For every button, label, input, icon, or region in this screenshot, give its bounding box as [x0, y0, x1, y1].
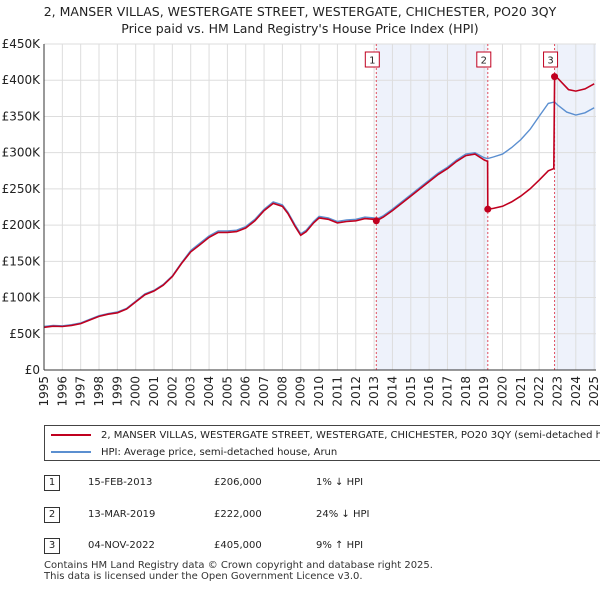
ownership-shade — [376, 44, 488, 370]
x-tick-label: 2013 — [367, 376, 381, 407]
sale-point — [551, 73, 559, 81]
property-series-line — [43, 75, 595, 329]
x-tick-label: 2007 — [257, 376, 271, 407]
x-tick-label: 2018 — [459, 376, 473, 407]
y-tick-label: £400K — [2, 73, 42, 87]
sale-label: 1 — [369, 56, 375, 67]
legend-item-property: 2, MANSER VILLAS, WESTERGATE STREET, WES… — [51, 427, 600, 443]
transaction-number: 1 — [44, 475, 60, 491]
legend-item-hpi: HPI: Average price, semi-detached house,… — [51, 444, 337, 460]
footer-copyright: Contains HM Land Registry data © Crown c… — [44, 560, 433, 571]
x-tick-label: 2010 — [312, 376, 326, 407]
x-tick-label: 2004 — [202, 376, 216, 407]
y-tick-label: £300K — [2, 146, 42, 160]
sale-label: 2 — [481, 56, 487, 67]
transaction-hpi-diff: 9% ↑ HPI — [316, 540, 364, 551]
transaction-number: 2 — [44, 507, 60, 523]
table-row: 3 04-NOV-2022 £405,000 9% ↑ HPI — [0, 536, 600, 556]
x-tick-label: 2019 — [477, 376, 491, 407]
x-tick-label: 2012 — [349, 376, 363, 407]
sale-label-box — [364, 51, 380, 68]
sale-point — [372, 217, 380, 225]
transaction-hpi-diff: 24% ↓ HPI — [316, 509, 370, 520]
plot-background — [44, 44, 596, 370]
price-chart: £0 £50K £100K £150K £200K £250K £300K £350K £400… — [2, 37, 600, 407]
x-tick-label: 2011 — [330, 376, 344, 407]
y-tick-label: £250K — [2, 182, 42, 196]
x-tick-label: 2022 — [532, 376, 546, 407]
x-tick-label: 2021 — [514, 376, 528, 407]
transaction-number: 3 — [44, 538, 60, 554]
table-row: 2 13-MAR-2019 £222,000 24% ↓ HPI — [0, 505, 600, 525]
transaction-date: 04-NOV-2022 — [88, 540, 155, 551]
x-tick-label: 2017 — [440, 376, 454, 407]
x-tick-label: 2020 — [495, 376, 509, 407]
y-tick-label: £450K — [2, 37, 42, 51]
x-tick-label: 2002 — [165, 376, 179, 407]
y-tick-label: £100K — [2, 291, 42, 305]
x-tick-label: 2000 — [129, 376, 143, 407]
y-tick-label: £50K — [9, 327, 41, 341]
transaction-price: £206,000 — [214, 477, 262, 488]
y-tick-label: £0 — [25, 363, 40, 377]
sale-point — [484, 205, 492, 213]
transaction-date: 15-FEB-2013 — [88, 477, 153, 488]
y-tick-label: £200K — [2, 218, 42, 232]
footer: Contains HM Land Registry data © Crown c… — [44, 560, 433, 582]
x-tick-label: 2005 — [220, 376, 234, 407]
x-tick-label: 2003 — [184, 376, 198, 407]
legend-hpi-label: HPI: Average price, semi-detached house,… — [101, 446, 338, 458]
x-tick-label: 2023 — [550, 376, 564, 407]
transaction-hpi-diff: 1% ↓ HPI — [316, 477, 364, 488]
sale-label: 3 — [547, 56, 553, 67]
table-row: 1 15-FEB-2013 £206,000 1% ↓ HPI — [0, 473, 600, 493]
x-tick-label: 1996 — [55, 376, 69, 407]
x-tick-label: 2015 — [404, 376, 418, 407]
x-tick-label: 2014 — [385, 376, 399, 407]
x-tick-label: 2016 — [422, 376, 436, 407]
x-tick-label: 2006 — [239, 376, 253, 407]
transaction-price: £405,000 — [214, 540, 262, 551]
transaction-price: £222,000 — [214, 509, 262, 520]
x-tick-label: 1998 — [92, 376, 106, 407]
ownership-shade — [554, 44, 596, 370]
x-tick-label: 1999 — [110, 376, 124, 407]
chart-title-line-2: Price paid vs. HM Land Registry's House … — [121, 21, 479, 36]
legend: 2, MANSER VILLAS, WESTERGATE STREET, WES… — [44, 425, 600, 461]
x-tick-label: 2008 — [275, 376, 289, 407]
chart-title-line-1: 2, MANSER VILLAS, WESTERGATE STREET, WES… — [43, 4, 557, 19]
sale-label-box — [476, 51, 492, 68]
x-tick-label: 1995 — [37, 376, 51, 407]
x-tick-label: 2001 — [147, 376, 161, 407]
x-tick-label: 2024 — [569, 376, 583, 407]
x-tick-label: 2009 — [294, 376, 308, 407]
legend-hpi-line — [51, 451, 91, 453]
footer-licence: This data is licensed under the Open Gov… — [44, 571, 363, 582]
x-tick-label: 1997 — [74, 376, 88, 407]
y-tick-label: £350K — [2, 109, 42, 123]
transaction-date: 13-MAR-2019 — [88, 509, 156, 520]
sale-label-box — [543, 51, 559, 68]
x-tick-label: 2025 — [587, 376, 600, 407]
legend-property-line — [51, 434, 91, 436]
chart-title: 2, MANSER VILLAS, WESTERGATE STREET, WES… — [0, 3, 600, 37]
legend-property-label: 2, MANSER VILLAS, WESTERGATE STREET, WES… — [101, 429, 600, 441]
y-tick-label: £150K — [2, 254, 42, 268]
